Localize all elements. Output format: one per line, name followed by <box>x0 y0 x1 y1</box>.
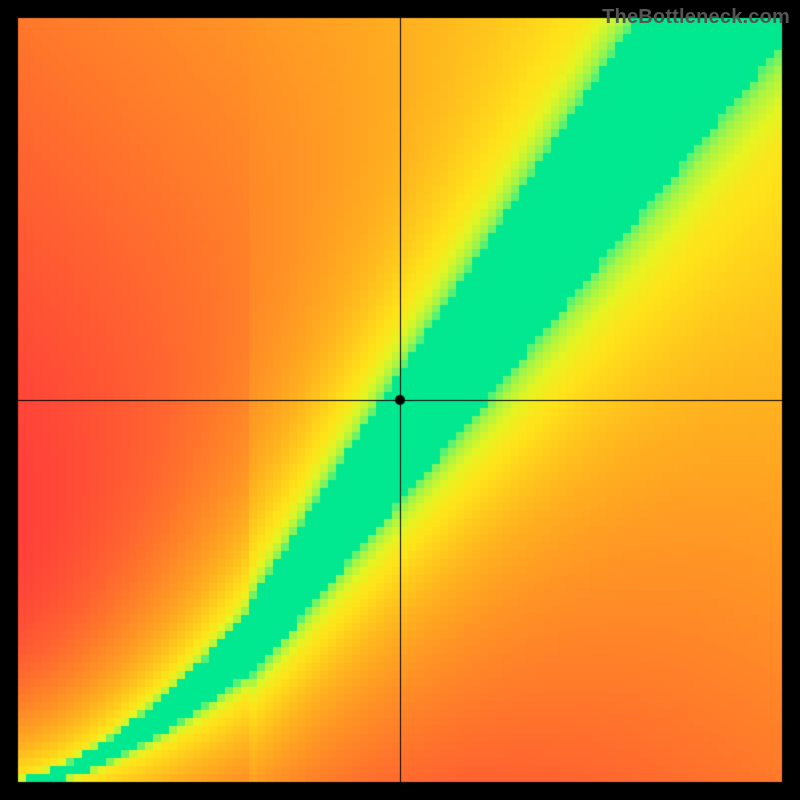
chart-container: TheBottleneck.com <box>0 0 800 800</box>
watermark-text: TheBottleneck.com <box>602 6 790 29</box>
heatmap-canvas <box>0 0 800 800</box>
